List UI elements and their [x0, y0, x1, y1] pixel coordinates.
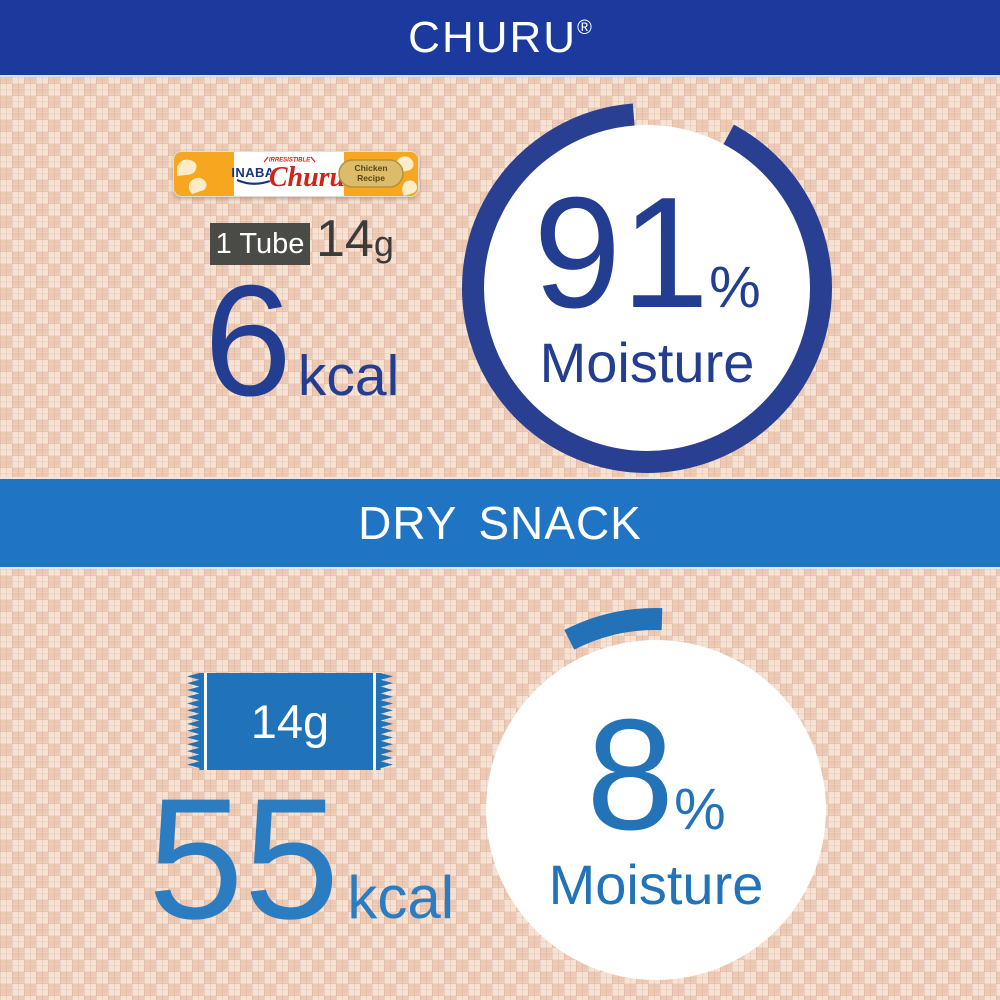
- dry-snack-calories-unit: kcal: [347, 864, 455, 931]
- serving-label-badge: 1 Tube: [210, 223, 310, 265]
- churu-serving-info: 1 Tube 14 g: [210, 210, 394, 268]
- churu-logo: Churu: [269, 162, 345, 193]
- churu-moisture-percent-sign: %: [709, 254, 761, 320]
- svg-text:Chicken: Chicken: [354, 163, 387, 173]
- chicken-silhouettes-left: [177, 159, 207, 194]
- packet-seam-right: [373, 673, 376, 770]
- tube-label-area: [234, 152, 344, 196]
- dry-snack-moisture-arc: [454, 608, 858, 1000]
- dry-snack-banner-title: DRY SNACK: [358, 497, 642, 549]
- churu-calories-unit: kcal: [297, 344, 400, 408]
- serving-label: 1 Tube: [215, 227, 305, 260]
- svg-text:IRRESISTIBLE: IRRESISTIBLE: [269, 158, 311, 164]
- churu-moisture-ring: [462, 103, 832, 473]
- churu-moisture-ring-graphic: [462, 103, 832, 473]
- chicken-recipe-pill: Chicken Recipe: [338, 159, 404, 188]
- registered-trademark: ®: [577, 16, 592, 39]
- churu-calories: 6 kcal: [204, 253, 400, 429]
- dry-snack-banner: DRY SNACK: [0, 477, 1000, 569]
- churu-moisture-circle: 91 % Moisture: [432, 73, 862, 503]
- churu-moisture-disc: [484, 125, 810, 451]
- dry-snack-moisture-value: 8: [586, 686, 675, 863]
- chicken-silhouettes-right: [396, 156, 417, 196]
- dry-snack-packet-icon: 14g: [187, 673, 393, 770]
- packet-seam-left: [204, 673, 207, 770]
- serving-weight-value: 14: [316, 210, 374, 268]
- dry-snack-moisture-circle: 8 % Moisture: [441, 595, 871, 1000]
- serving-weight-unit: g: [373, 223, 394, 264]
- churu-banner-title: CHURU®: [408, 12, 592, 62]
- churu-moisture-text: 91 % Moisture: [432, 73, 862, 503]
- dry-snack-moisture-disc: [486, 640, 826, 980]
- serving-weight: 14 g: [316, 210, 394, 268]
- churu-banner: CHURU®: [0, 0, 1000, 77]
- irresistible-ribbon: IRRESISTIBLE: [263, 156, 316, 164]
- packet-weight: 14g: [250, 695, 330, 748]
- svg-text:INABA: INABA: [231, 165, 274, 180]
- churu-tube-product-image: IRRESISTIBLE INABA Churu Chicken Recipe: [173, 151, 419, 197]
- svg-text:Recipe: Recipe: [357, 173, 385, 183]
- dry-snack-moisture-percent-sign: %: [674, 776, 726, 842]
- churu-moisture-value: 91: [533, 164, 710, 341]
- dry-snack-moisture-text: 8 % Moisture: [441, 595, 871, 1000]
- dry-snack-calories-value: 55: [148, 763, 340, 955]
- dry-snack-moisture-ring-graphic: [454, 608, 858, 1000]
- churu-calories-value: 6: [204, 253, 292, 429]
- inaba-logo: INABA: [231, 165, 274, 185]
- dry-snack-calories: 55 kcal: [148, 763, 455, 955]
- churu-moisture-label: Moisture: [539, 331, 755, 395]
- dry-snack-moisture-label: Moisture: [548, 853, 764, 917]
